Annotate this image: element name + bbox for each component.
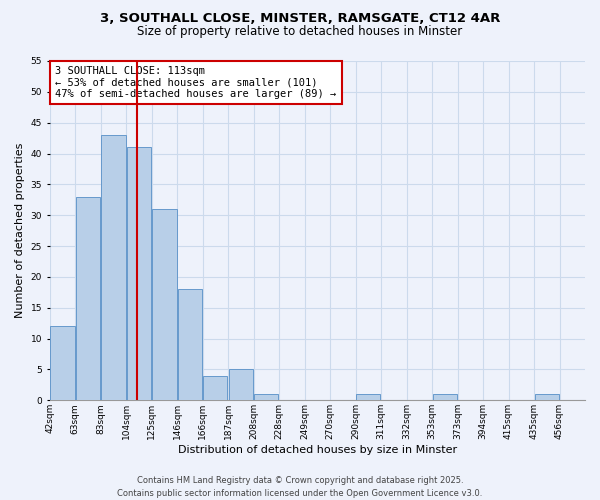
X-axis label: Distribution of detached houses by size in Minster: Distribution of detached houses by size … (178, 445, 457, 455)
Bar (433, 394, 457, 400)
Bar (101, 135, 125, 400)
Text: 3, SOUTHALL CLOSE, MINSTER, RAMSGATE, CT12 4AR: 3, SOUTHALL CLOSE, MINSTER, RAMSGATE, CT… (100, 12, 500, 26)
Bar (535, 394, 559, 400)
Bar (229, 370, 253, 400)
Text: Size of property relative to detached houses in Minster: Size of property relative to detached ho… (137, 25, 463, 38)
Bar (178, 290, 202, 401)
Bar (254, 394, 278, 400)
Bar (127, 148, 151, 400)
Text: Contains HM Land Registry data © Crown copyright and database right 2025.
Contai: Contains HM Land Registry data © Crown c… (118, 476, 482, 498)
Text: 3 SOUTHALL CLOSE: 113sqm
← 53% of detached houses are smaller (101)
47% of semi-: 3 SOUTHALL CLOSE: 113sqm ← 53% of detach… (55, 66, 336, 100)
Bar (76, 196, 100, 400)
Bar (152, 209, 176, 400)
Bar (203, 376, 227, 400)
Bar (50, 326, 74, 400)
Y-axis label: Number of detached properties: Number of detached properties (15, 143, 25, 318)
Bar (356, 394, 380, 400)
